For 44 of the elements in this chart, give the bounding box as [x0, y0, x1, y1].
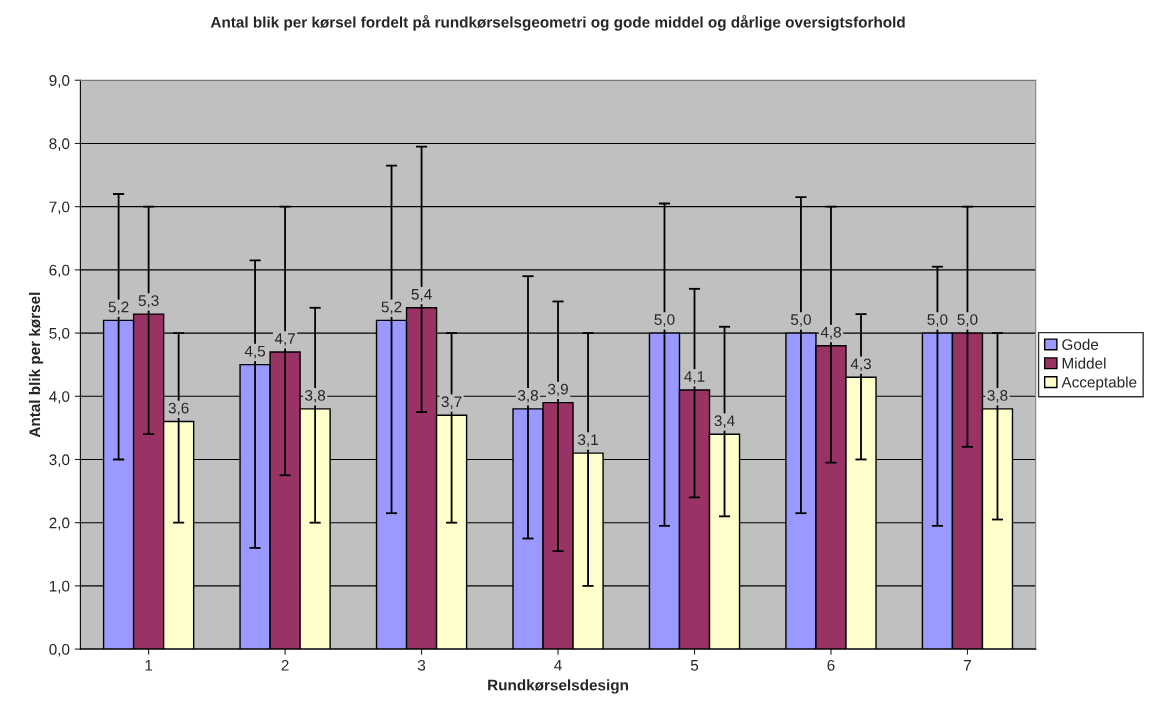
data-label: 3,9	[548, 383, 568, 397]
data-label: 5,3	[138, 295, 159, 308]
data-label: 4,8	[820, 326, 841, 340]
x-tick-label: 3	[417, 659, 426, 671]
data-label: 5,4	[411, 289, 432, 302]
data-label: 5,0	[790, 314, 811, 327]
y-tick-label: 5,0	[49, 327, 70, 341]
x-axis-title: Rundkørselsdesign	[488, 679, 628, 694]
data-label: 5,0	[957, 314, 978, 327]
y-tick-label: 7,0	[49, 201, 70, 215]
legend-label: Acceptable	[1061, 376, 1137, 391]
data-label: 4,3	[850, 358, 871, 372]
data-label: 3,6	[168, 402, 189, 416]
data-label: 3,7	[441, 396, 462, 409]
data-label: 5,2	[108, 301, 129, 315]
x-tick-label: 6	[827, 659, 835, 671]
data-label: 4,1	[684, 371, 705, 384]
data-label: 5,2	[381, 301, 402, 315]
y-tick-label: 3,0	[49, 454, 70, 467]
y-tick-label: 4,0	[49, 391, 70, 404]
data-label: 3,8	[987, 390, 1008, 403]
y-tick-label: 6,0	[49, 264, 70, 278]
data-label: 5,0	[927, 314, 948, 327]
x-tick-label: 1	[145, 660, 153, 671]
y-tick-label: 2,0	[49, 517, 70, 531]
data-label: 3,8	[517, 390, 538, 403]
data-label: 4,5	[244, 345, 266, 359]
y-axis-title: Antal blik per kørsel	[28, 292, 44, 438]
x-tick-label: 7	[963, 660, 971, 671]
y-tick-label: 8,0	[49, 138, 70, 151]
y-tick-label: 1,0	[49, 580, 70, 594]
legend-label: Middel	[1062, 357, 1106, 369]
x-tick-label: 2	[281, 659, 289, 671]
chart-title: Antal blik per kørsel fordelt på rundkørselsgeometri og gode middel og dårlige oversigtsforhold	[210, 14, 905, 31]
y-tick-label: 0,0	[49, 643, 70, 657]
x-tick-label: 4	[554, 660, 562, 671]
y-tick-label: 9,0	[49, 75, 70, 88]
legend-label: Gode	[1062, 338, 1099, 350]
data-label: 3,8	[305, 390, 326, 403]
data-label: 3,4	[714, 415, 735, 428]
data-label: 4,7	[274, 333, 295, 346]
data-label: 3,1	[578, 434, 598, 447]
x-tick-label: 5	[690, 660, 699, 671]
data-label: 5,0	[654, 314, 675, 327]
